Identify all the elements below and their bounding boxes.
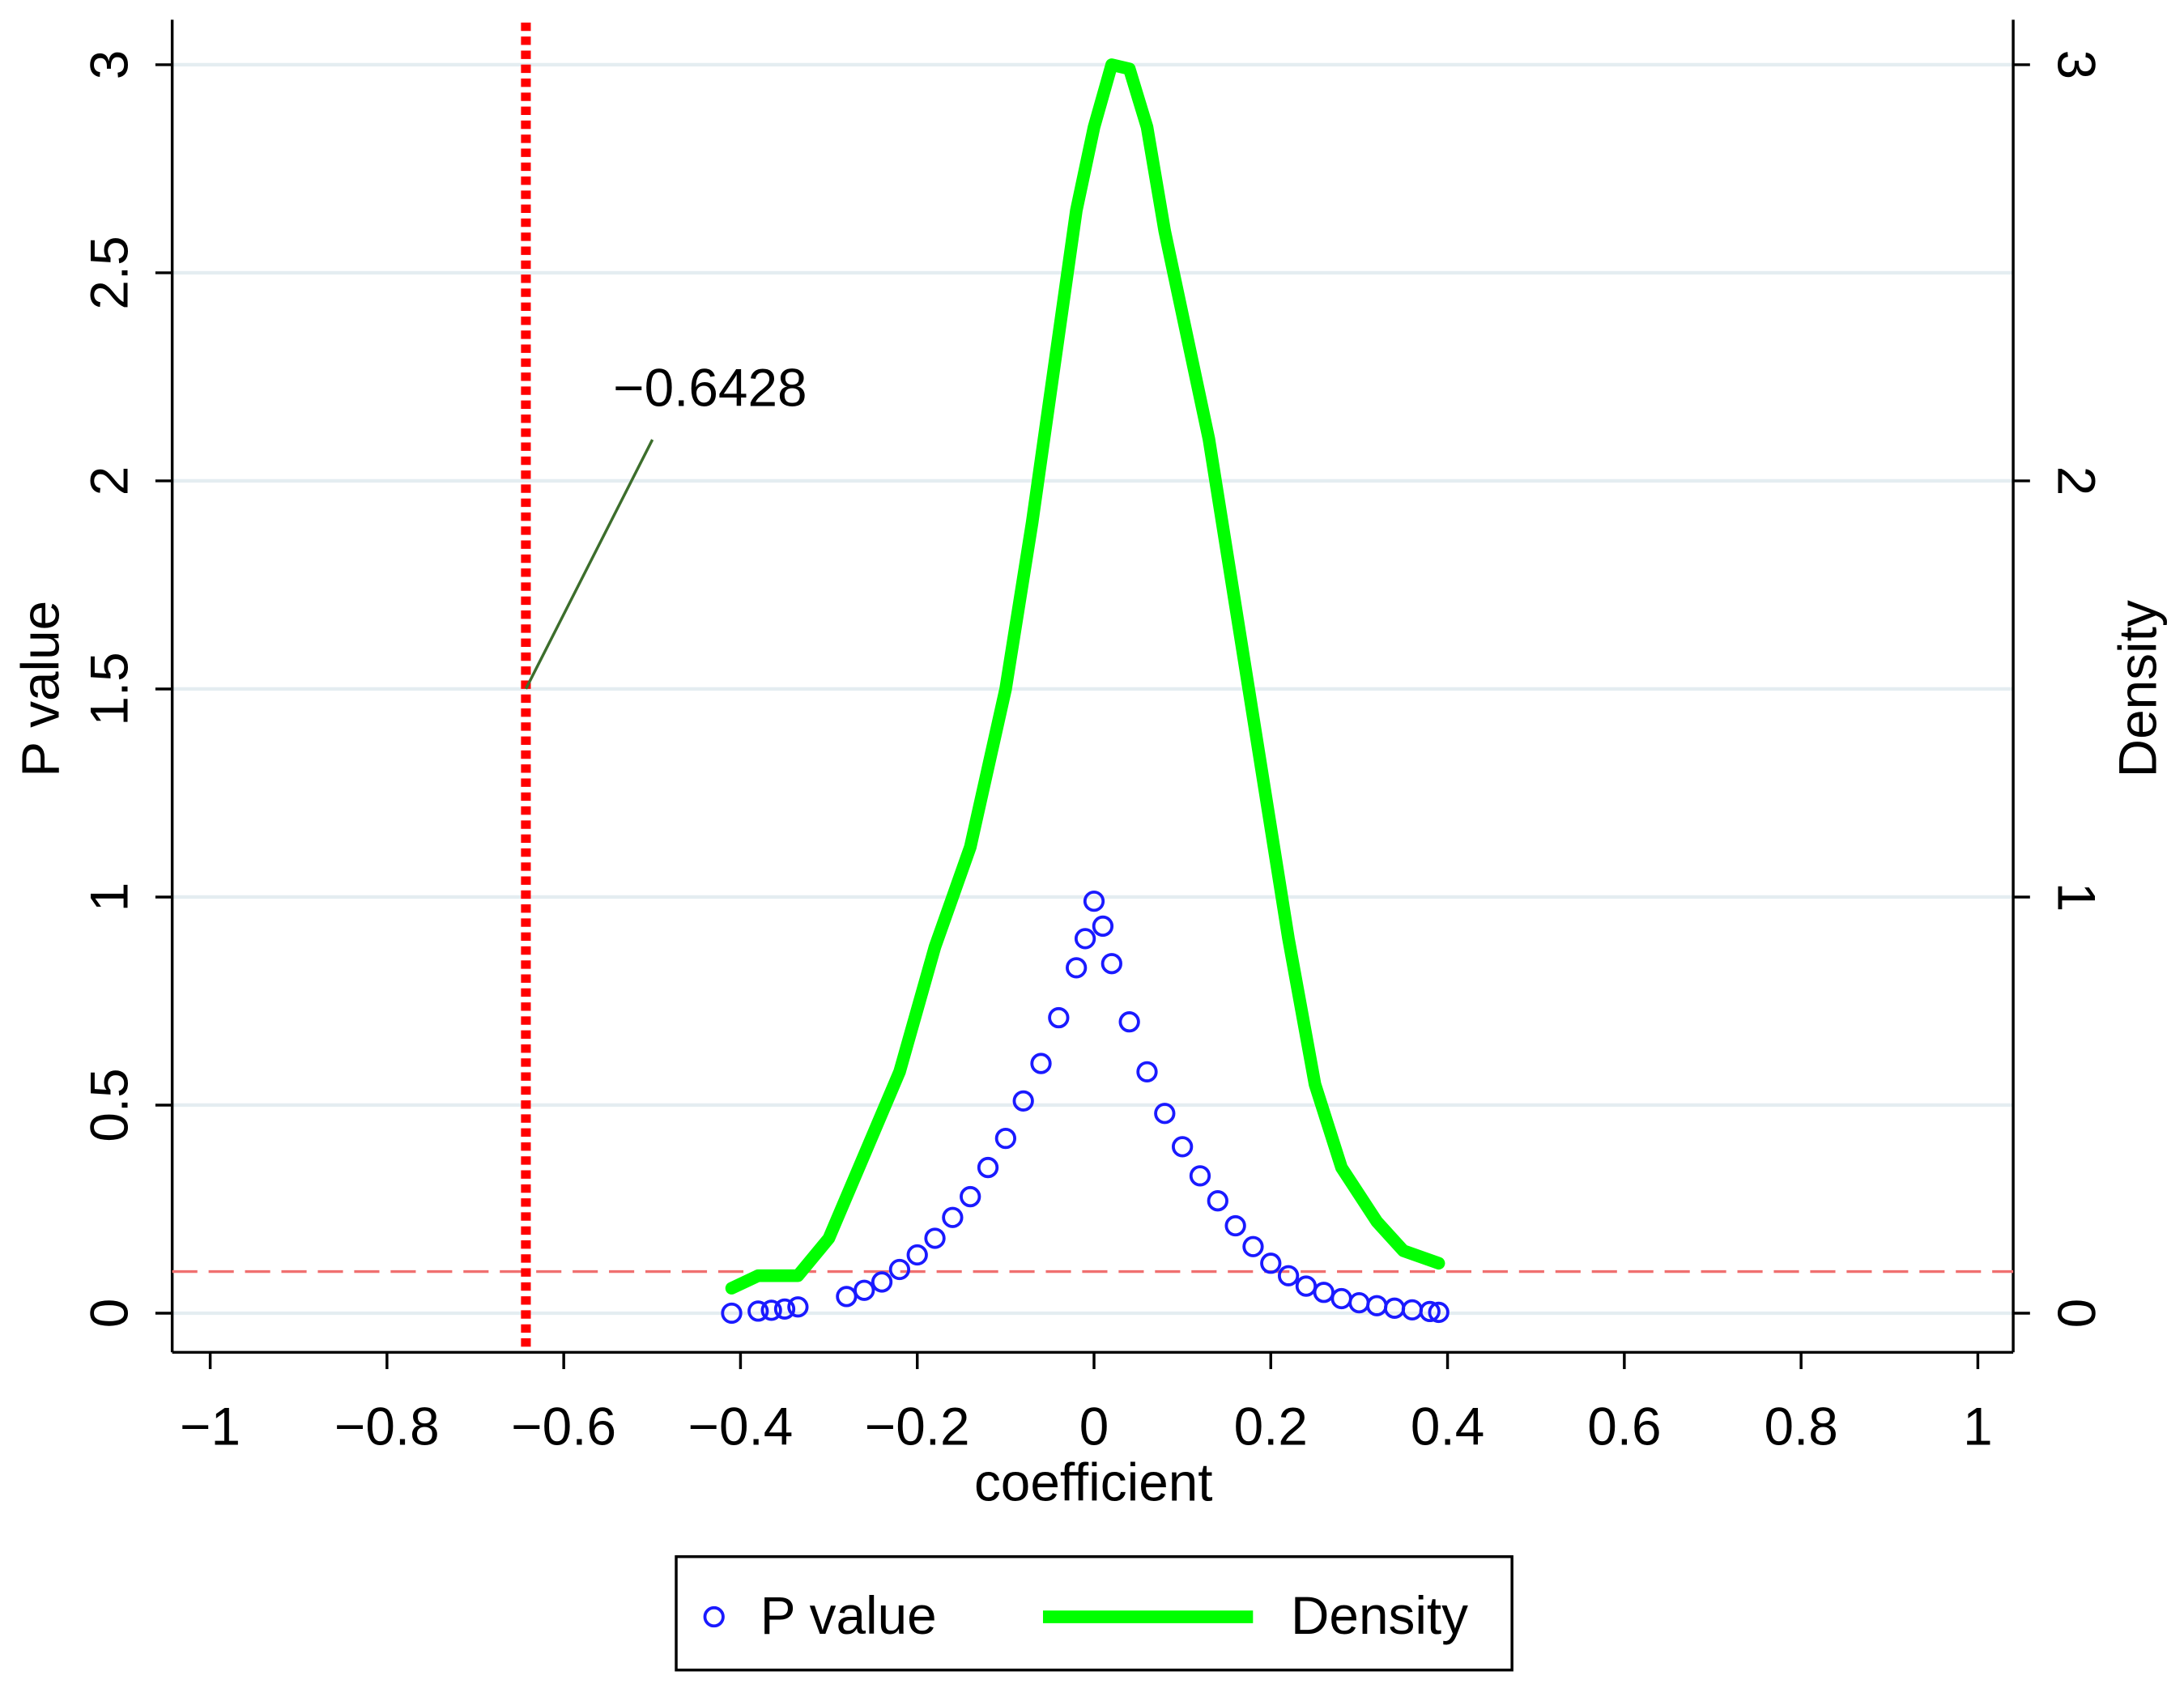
p-value-point	[1012, 1090, 1034, 1112]
x-tick-label: 0.2	[1234, 1397, 1308, 1456]
y2-tick-label: 3	[2046, 50, 2105, 80]
x-tick-label: 0.6	[1587, 1397, 1661, 1456]
y2-tick-label: 0	[2046, 1299, 2105, 1329]
y-tick-label: 3	[79, 50, 138, 80]
x-tick-label: 0.4	[1411, 1397, 1484, 1456]
p-value-point	[747, 1300, 769, 1322]
p-value-point	[773, 1298, 796, 1320]
p-value-point	[1277, 1265, 1300, 1286]
p-value-point	[760, 1299, 782, 1321]
annotation-leader	[524, 439, 654, 690]
x-tick-label: −0.6	[511, 1397, 616, 1456]
p-value-point	[1048, 1006, 1070, 1029]
legend-label: P value	[760, 1586, 937, 1645]
p-value-point	[1224, 1214, 1246, 1237]
p-value-point	[942, 1206, 964, 1228]
p-value-point	[721, 1302, 743, 1325]
x-tick-label: −0.8	[334, 1397, 440, 1456]
y-tick-label: 1	[79, 882, 138, 912]
p-value-point	[1428, 1301, 1450, 1324]
y-tick-label: 2.5	[79, 236, 138, 309]
p-value-point	[1083, 890, 1105, 912]
y-axis-label: P value	[11, 601, 70, 777]
x-tick-label: −0.4	[688, 1397, 794, 1456]
legend-label: Density	[1291, 1586, 1468, 1645]
y-tick-label: 1.5	[79, 652, 138, 725]
p-value-point	[1066, 957, 1088, 979]
p-value-point	[1118, 1011, 1140, 1033]
x-tick-label: 0	[1079, 1397, 1109, 1456]
p-value-point	[1074, 928, 1096, 950]
reference-label: −0.6428	[613, 359, 807, 418]
p-value-point	[1172, 1136, 1194, 1158]
p-value-point	[1154, 1103, 1176, 1125]
p-value-point	[1030, 1052, 1052, 1074]
p-value-point	[1242, 1235, 1264, 1257]
p-value-point	[994, 1127, 1016, 1150]
y2-tick-label: 2	[2046, 466, 2105, 496]
x-tick-label: 0.8	[1764, 1397, 1837, 1456]
p-value-point	[1101, 953, 1122, 975]
x-tick-label: −1	[180, 1397, 241, 1456]
y2-axis-label: Density	[2108, 600, 2167, 777]
x-tick-label: −0.2	[865, 1397, 970, 1456]
p-value-point	[888, 1258, 911, 1281]
density-line	[725, 58, 1445, 1295]
p-value-point	[1207, 1190, 1228, 1212]
p-value-point	[924, 1227, 946, 1249]
p-value-point	[1260, 1252, 1282, 1274]
p-value-point	[871, 1271, 893, 1293]
y-tick-label: 2	[79, 466, 138, 496]
p-value-point	[787, 1296, 809, 1318]
p-value-point	[1136, 1061, 1158, 1082]
y2-tick-label: 1	[2046, 882, 2105, 912]
x-tick-label: 1	[1963, 1397, 1993, 1456]
p-value-point	[960, 1185, 981, 1208]
p-value-point	[1189, 1165, 1211, 1187]
x-axis-label: coefficient	[974, 1453, 1213, 1512]
p-value-point	[854, 1279, 875, 1301]
p-value-point	[906, 1244, 928, 1266]
p-value-point	[977, 1156, 999, 1179]
p-value-point	[1092, 915, 1114, 938]
y-tick-label: 0	[79, 1299, 138, 1329]
y-tick-label: 0.5	[79, 1068, 138, 1142]
p-value-point	[1419, 1300, 1441, 1323]
legend-marker	[703, 1605, 725, 1628]
